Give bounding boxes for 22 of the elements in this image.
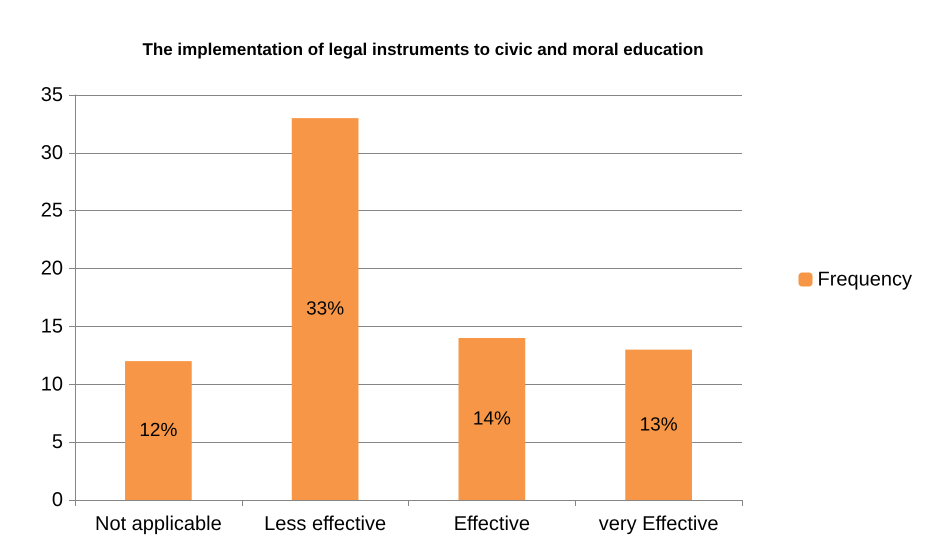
legend-label: Frequency — [818, 268, 912, 290]
x-tick-label: Not applicable — [95, 513, 222, 535]
y-tick-label: 20 — [40, 258, 63, 280]
chart-title: The implementation of legal instruments to civic and moral education — [142, 40, 704, 59]
bar — [625, 350, 692, 500]
y-tick-label: 25 — [40, 200, 63, 222]
y-tick-label: 10 — [40, 373, 63, 396]
x-tick-label: Effective — [454, 513, 530, 535]
x-tick-label: Less effective — [264, 513, 386, 535]
data-label: 12% — [139, 420, 178, 442]
data-label: 14% — [472, 408, 511, 430]
bar — [125, 361, 192, 500]
y-tick-label: 15 — [40, 315, 63, 338]
data-label: 33% — [306, 298, 344, 320]
y-tick-label: 30 — [40, 142, 63, 164]
data-label: 13% — [640, 414, 678, 436]
y-tick-label: 0 — [52, 489, 63, 511]
bar — [292, 118, 358, 500]
y-tick-label: 35 — [40, 84, 63, 106]
bar — [458, 338, 526, 500]
y-tick-label: 5 — [52, 431, 63, 454]
x-tick-label: very Effective — [598, 513, 718, 535]
